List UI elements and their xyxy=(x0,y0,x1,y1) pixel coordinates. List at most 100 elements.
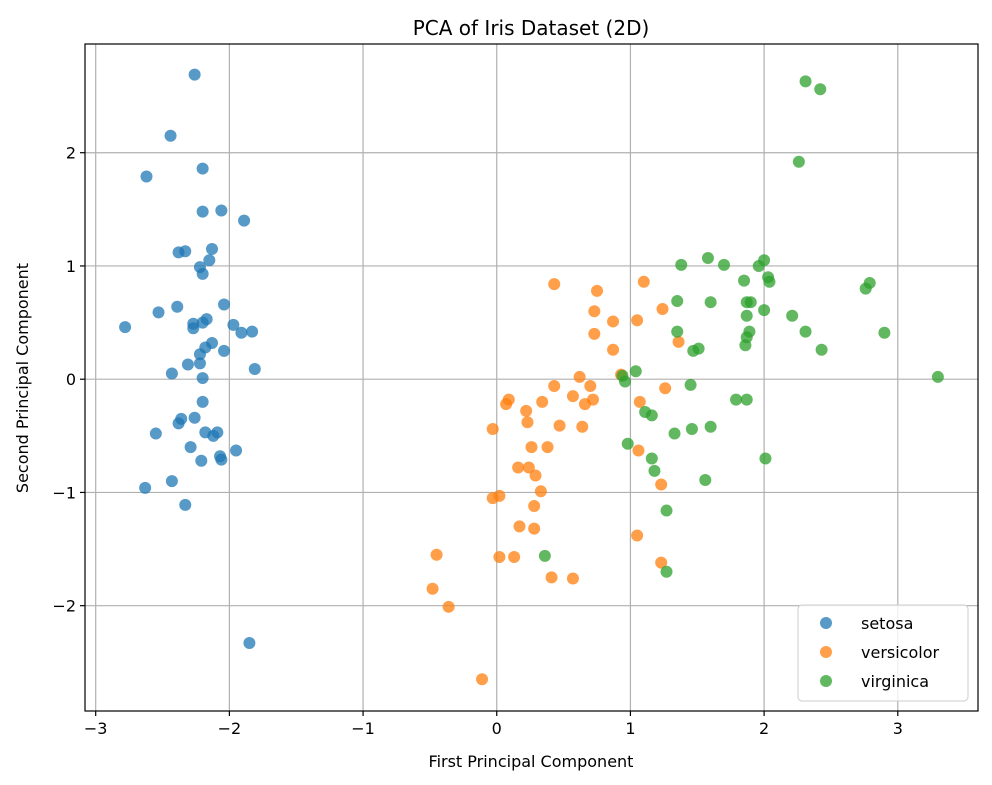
data-point-setosa xyxy=(196,267,209,280)
data-point-virginica xyxy=(740,309,753,322)
y-tick-label: 0 xyxy=(66,370,76,389)
x-tick-label: 0 xyxy=(492,719,502,738)
data-point-setosa xyxy=(215,204,228,217)
data-point-versicolor xyxy=(672,335,685,348)
x-tick-label: 1 xyxy=(625,719,635,738)
data-point-virginica xyxy=(701,252,714,265)
data-point-versicolor xyxy=(500,398,513,411)
data-point-virginica xyxy=(730,393,743,406)
data-point-virginica xyxy=(645,452,658,465)
data-point-virginica xyxy=(675,258,688,271)
data-point-virginica xyxy=(684,378,697,391)
data-point-setosa xyxy=(165,367,178,380)
data-point-virginica xyxy=(814,83,827,96)
data-point-versicolor xyxy=(637,275,650,288)
data-point-versicolor xyxy=(486,423,499,436)
data-point-setosa xyxy=(243,637,256,650)
data-point-versicolor xyxy=(521,416,534,429)
data-point-versicolor xyxy=(655,556,668,569)
data-point-setosa xyxy=(181,358,194,371)
data-point-versicolor xyxy=(528,500,541,513)
data-point-versicolor xyxy=(430,548,443,561)
data-point-setosa xyxy=(196,162,209,175)
data-point-virginica xyxy=(799,75,812,88)
data-point-versicolor xyxy=(573,370,586,383)
data-point-virginica xyxy=(759,452,772,465)
data-point-versicolor xyxy=(508,550,521,563)
x-tick-label: −3 xyxy=(84,719,108,738)
data-point-setosa xyxy=(179,245,192,258)
legend-marker-virginica xyxy=(820,675,832,687)
data-point-setosa xyxy=(207,429,220,442)
legend: setosa versicolor virginica xyxy=(797,604,969,702)
data-point-versicolor xyxy=(633,395,646,408)
data-point-setosa xyxy=(171,300,184,313)
data-point-setosa xyxy=(165,475,178,488)
data-point-setosa xyxy=(218,344,231,357)
data-point-virginica xyxy=(619,375,632,388)
x-tick-label: −1 xyxy=(351,719,375,738)
data-point-versicolor xyxy=(659,382,672,395)
data-point-versicolor xyxy=(513,520,526,533)
data-point-setosa xyxy=(218,298,231,311)
data-point-versicolor xyxy=(632,444,645,457)
data-point-versicolor xyxy=(588,305,601,318)
data-point-setosa xyxy=(238,214,251,227)
data-point-versicolor xyxy=(525,441,538,454)
data-point-versicolor xyxy=(631,314,644,327)
y-tick-label: −1 xyxy=(52,483,76,502)
legend-marker-versicolor xyxy=(820,646,832,658)
data-point-virginica xyxy=(763,275,776,288)
data-point-versicolor xyxy=(548,379,561,392)
data-point-versicolor xyxy=(576,420,589,433)
data-point-setosa xyxy=(246,325,259,338)
data-point-virginica xyxy=(685,423,698,436)
y-axis-label: Second Principal Component xyxy=(13,263,32,493)
data-point-versicolor xyxy=(553,419,566,432)
data-point-versicolor xyxy=(656,302,669,315)
data-point-versicolor xyxy=(548,278,561,291)
data-point-virginica xyxy=(621,437,634,450)
data-point-setosa xyxy=(205,242,218,255)
data-point-virginica xyxy=(740,393,753,406)
data-point-virginica xyxy=(744,296,757,309)
data-point-setosa xyxy=(195,454,208,467)
data-point-versicolor xyxy=(545,571,558,584)
legend-box xyxy=(797,604,969,702)
series-versicolor xyxy=(426,275,685,686)
data-point-setosa xyxy=(188,68,201,81)
data-point-virginica xyxy=(704,420,717,433)
x-tick-label: 3 xyxy=(893,719,903,738)
x-axis-label: First Principal Component xyxy=(429,752,634,771)
data-point-virginica xyxy=(648,464,661,477)
data-point-versicolor xyxy=(522,461,535,474)
legend-label-virginica: virginica xyxy=(861,672,929,691)
data-point-virginica xyxy=(704,296,717,309)
data-point-setosa xyxy=(179,498,192,511)
data-point-setosa xyxy=(172,417,185,430)
data-points xyxy=(119,68,944,686)
data-point-versicolor xyxy=(591,284,604,297)
y-tick-label: 2 xyxy=(66,144,76,163)
data-point-versicolor xyxy=(536,395,549,408)
data-point-virginica xyxy=(671,295,684,308)
data-point-virginica xyxy=(671,325,684,338)
plot-frame xyxy=(84,43,979,712)
data-point-virginica xyxy=(752,259,765,272)
data-point-setosa xyxy=(140,170,153,183)
data-point-versicolor xyxy=(566,572,579,585)
data-point-versicolor xyxy=(631,529,644,542)
data-point-virginica xyxy=(739,339,752,352)
data-point-setosa xyxy=(215,453,228,466)
data-point-virginica xyxy=(718,258,731,271)
y-tick-label: 1 xyxy=(66,257,76,276)
data-point-setosa xyxy=(187,322,200,335)
legend-marker-setosa xyxy=(820,617,832,629)
data-point-versicolor xyxy=(534,485,547,498)
data-point-setosa xyxy=(235,326,248,339)
data-point-virginica xyxy=(931,370,944,383)
data-point-setosa xyxy=(193,348,206,361)
data-point-versicolor xyxy=(588,327,601,340)
data-point-versicolor xyxy=(528,522,541,535)
